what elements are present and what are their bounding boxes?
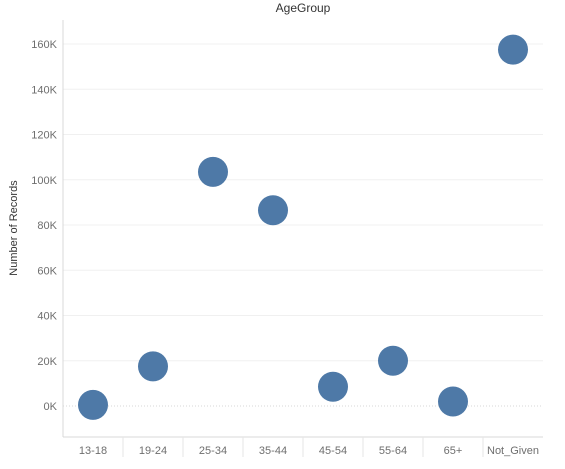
y-tick-label: 60K (37, 265, 57, 277)
x-tick-label: 45-54 (319, 445, 347, 457)
x-tick-label: 25-34 (199, 445, 227, 457)
data-point (258, 195, 288, 226)
x-tick-label: 65+ (444, 445, 463, 457)
data-point (318, 371, 348, 402)
column-header-title: AgeGroup (276, 1, 331, 15)
x-tick-label: Not_Given (487, 445, 539, 457)
x-axis-ticks: 13-18 19-24 25-34 35-44 45-54 55-64 65+ Not_Giv… (79, 437, 539, 457)
y-tick-label: 120K (31, 130, 57, 142)
data-points (78, 34, 528, 420)
data-point (438, 386, 468, 417)
y-tick-label: 140K (31, 84, 57, 96)
data-point (498, 34, 528, 65)
x-tick-label: 35-44 (259, 445, 287, 457)
y-axis-title: Number of Records (8, 180, 20, 276)
x-tick-label: 13-18 (79, 445, 107, 457)
data-point (78, 389, 108, 420)
axes (62, 20, 543, 438)
y-tick-label: 100K (31, 175, 57, 187)
x-tick-label: 55-64 (379, 445, 407, 457)
data-point (198, 156, 228, 187)
y-tick-label: 160K (31, 39, 57, 51)
data-point (378, 345, 408, 376)
gridlines (63, 43, 543, 407)
y-tick-label: 20K (37, 356, 57, 368)
y-tick-label: 0K (44, 401, 58, 413)
data-point (138, 351, 168, 382)
y-tick-label: 80K (37, 220, 57, 232)
x-tick-label: 19-24 (139, 445, 167, 457)
y-axis-ticks: 0K 20K 40K 60K 80K 100K 120K 140K 160K (31, 39, 57, 413)
y-tick-label: 40K (37, 311, 57, 323)
